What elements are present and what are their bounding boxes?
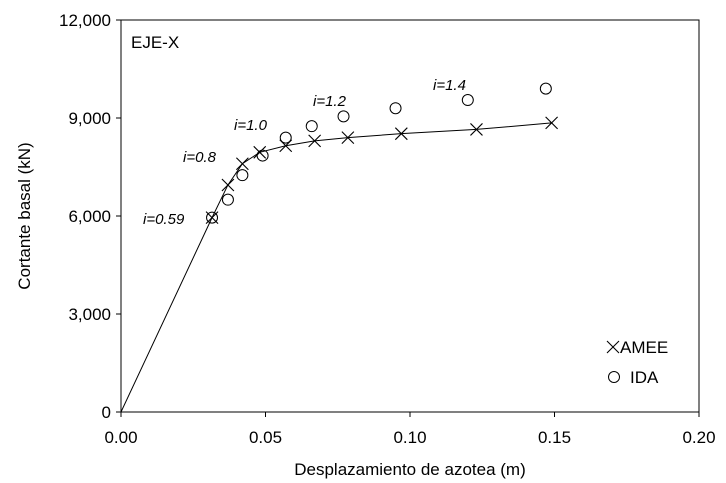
amee-point — [470, 123, 483, 136]
intensity-annotation: i=0.59 — [143, 211, 185, 228]
y-tick-label: 12,000 — [59, 11, 111, 30]
ida-point — [221, 193, 234, 206]
x-tick-label: 0.00 — [104, 428, 137, 447]
x-axis-ticks: 0.00 0.05 0.10 0.15 0.20 — [104, 412, 716, 447]
amee-point — [308, 134, 322, 148]
amee-point — [545, 116, 558, 130]
y-axis-title: Cortante basal (kN) — [15, 142, 34, 289]
ida-point — [279, 131, 292, 144]
amee-point — [235, 157, 249, 171]
intensity-annotation: i=0.8 — [183, 149, 217, 166]
ida-point — [461, 94, 474, 107]
amee-point — [221, 178, 235, 192]
ida-point — [256, 149, 269, 162]
ida-point — [236, 169, 249, 182]
legend-ida-label: IDA — [630, 368, 659, 387]
intensity-annotation: i=1.2 — [313, 93, 347, 110]
panel-label: EJE-X — [131, 33, 179, 52]
plot-frame — [120, 19, 700, 413]
legend: AMEE IDA — [606, 338, 668, 387]
amee-series-line — [120, 122, 552, 413]
y-tick-label: 0 — [102, 403, 111, 422]
legend-ida-circle-icon — [608, 371, 620, 383]
intensity-annotation: i=1.4 — [433, 77, 466, 94]
legend-circle-mark — [608, 371, 620, 383]
x-tick-label: 0.20 — [682, 428, 715, 447]
amee-point — [253, 145, 267, 159]
ida-point — [305, 120, 318, 133]
legend-amee-label: AMEE — [620, 338, 668, 357]
amee-point — [394, 127, 408, 141]
y-tick-label: 9,000 — [68, 109, 111, 128]
y-axis-ticks: 0 3,000 6,000 9,000 12,000 — [59, 11, 121, 422]
ida-point — [389, 102, 402, 115]
intensity-annotations: i=0.59 i=0.8 i=1.0 i=1.2 i=1.4 — [143, 77, 466, 228]
y-tick-label: 6,000 — [68, 207, 111, 226]
x-axis-title: Desplazamiento de azotea (m) — [294, 460, 526, 479]
ida-point — [206, 211, 219, 224]
x-tick-label: 0.15 — [538, 428, 571, 447]
ida-point — [337, 110, 350, 123]
legend-amee-x-icon — [606, 340, 620, 354]
amee-point — [341, 131, 355, 144]
intensity-annotation: i=1.0 — [234, 117, 268, 134]
x-tick-label: 0.10 — [393, 428, 426, 447]
ida-point — [539, 82, 552, 95]
y-tick-label: 3,000 — [68, 305, 111, 324]
ida-markers — [206, 82, 552, 224]
legend-x-mark — [606, 340, 620, 354]
x-tick-label: 0.05 — [249, 428, 282, 447]
